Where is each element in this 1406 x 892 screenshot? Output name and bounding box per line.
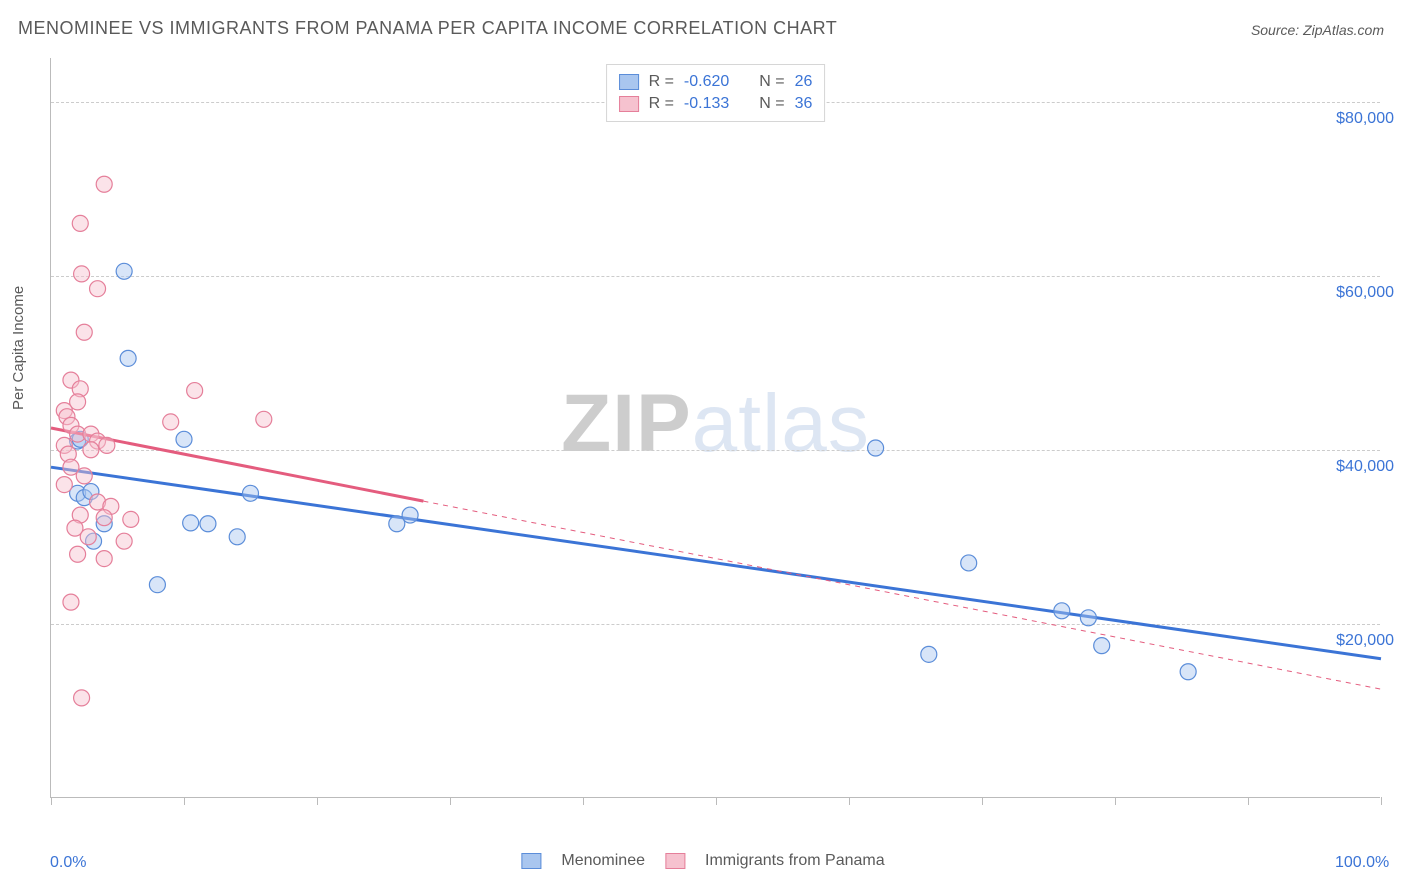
data-point <box>149 577 165 593</box>
x-tick <box>716 797 717 805</box>
x-tick <box>1381 797 1382 805</box>
data-point <box>183 515 199 531</box>
legend-bottom-label-1: Immigrants from Panama <box>705 852 885 870</box>
y-tick-label: $60,000 <box>1336 284 1394 302</box>
data-point <box>99 437 115 453</box>
data-point <box>123 511 139 527</box>
x-tick <box>849 797 850 805</box>
legend-stats-row-1: R = -0.133 N = 36 <box>619 93 813 115</box>
x-tick <box>51 797 52 805</box>
x-tick <box>317 797 318 805</box>
data-point <box>76 468 92 484</box>
data-point <box>80 529 96 545</box>
n-value-1: 36 <box>795 95 813 113</box>
data-point <box>921 646 937 662</box>
n-label-1: N = <box>759 95 784 113</box>
data-point <box>163 414 179 430</box>
legend-stats-row-0: R = -0.620 N = 26 <box>619 71 813 93</box>
data-point <box>1080 610 1096 626</box>
n-label-0: N = <box>759 73 784 91</box>
data-point <box>961 555 977 571</box>
y-tick-label: $80,000 <box>1336 110 1394 128</box>
data-point <box>402 507 418 523</box>
legend-bottom-swatch-1 <box>665 853 685 869</box>
data-point <box>120 350 136 366</box>
data-point <box>83 442 99 458</box>
data-point <box>187 383 203 399</box>
data-point <box>256 411 272 427</box>
x-tick <box>982 797 983 805</box>
legend-bottom-swatch-0 <box>521 853 541 869</box>
r-value-0: -0.620 <box>684 73 729 91</box>
plot-area: ZIPatlas R = -0.620 N = 26 R = -0.133 N … <box>50 58 1380 798</box>
r-value-1: -0.133 <box>684 95 729 113</box>
chart-svg <box>51 58 1380 797</box>
r-label-0: R = <box>649 73 674 91</box>
x-tick-label: 100.0% <box>1335 854 1389 872</box>
data-point <box>63 594 79 610</box>
legend-bottom-label-0: Menominee <box>561 852 645 870</box>
x-tick-label: 0.0% <box>50 854 86 872</box>
x-tick <box>184 797 185 805</box>
data-point <box>70 546 86 562</box>
data-point <box>96 510 112 526</box>
y-axis-label: Per Capita Income <box>10 286 27 410</box>
data-point <box>868 440 884 456</box>
data-point <box>90 281 106 297</box>
data-point <box>1180 664 1196 680</box>
legend-series: Menominee Immigrants from Panama <box>521 852 884 870</box>
data-point <box>229 529 245 545</box>
data-point <box>243 485 259 501</box>
data-point <box>1094 638 1110 654</box>
n-value-0: 26 <box>795 73 813 91</box>
y-tick-label: $40,000 <box>1336 458 1394 476</box>
r-label-1: R = <box>649 95 674 113</box>
data-point <box>200 516 216 532</box>
data-point <box>76 324 92 340</box>
data-point <box>1054 603 1070 619</box>
x-tick <box>583 797 584 805</box>
y-tick-label: $20,000 <box>1336 632 1394 650</box>
source-name: ZipAtlas.com <box>1303 22 1384 38</box>
data-point <box>96 551 112 567</box>
data-point <box>74 690 90 706</box>
trend-line-dashed <box>423 501 1381 689</box>
data-point <box>176 431 192 447</box>
source-label: Source: <box>1251 22 1303 38</box>
data-point <box>116 533 132 549</box>
data-point <box>72 215 88 231</box>
data-point <box>74 266 90 282</box>
legend-swatch-0 <box>619 74 639 90</box>
source-attribution: Source: ZipAtlas.com <box>1251 22 1384 38</box>
data-point <box>56 477 72 493</box>
data-point <box>116 263 132 279</box>
legend-stats: R = -0.620 N = 26 R = -0.133 N = 36 <box>606 64 826 122</box>
x-tick <box>1248 797 1249 805</box>
legend-swatch-1 <box>619 96 639 112</box>
data-point <box>96 176 112 192</box>
chart-title: MENOMINEE VS IMMIGRANTS FROM PANAMA PER … <box>18 18 837 39</box>
x-tick <box>450 797 451 805</box>
x-tick <box>1115 797 1116 805</box>
